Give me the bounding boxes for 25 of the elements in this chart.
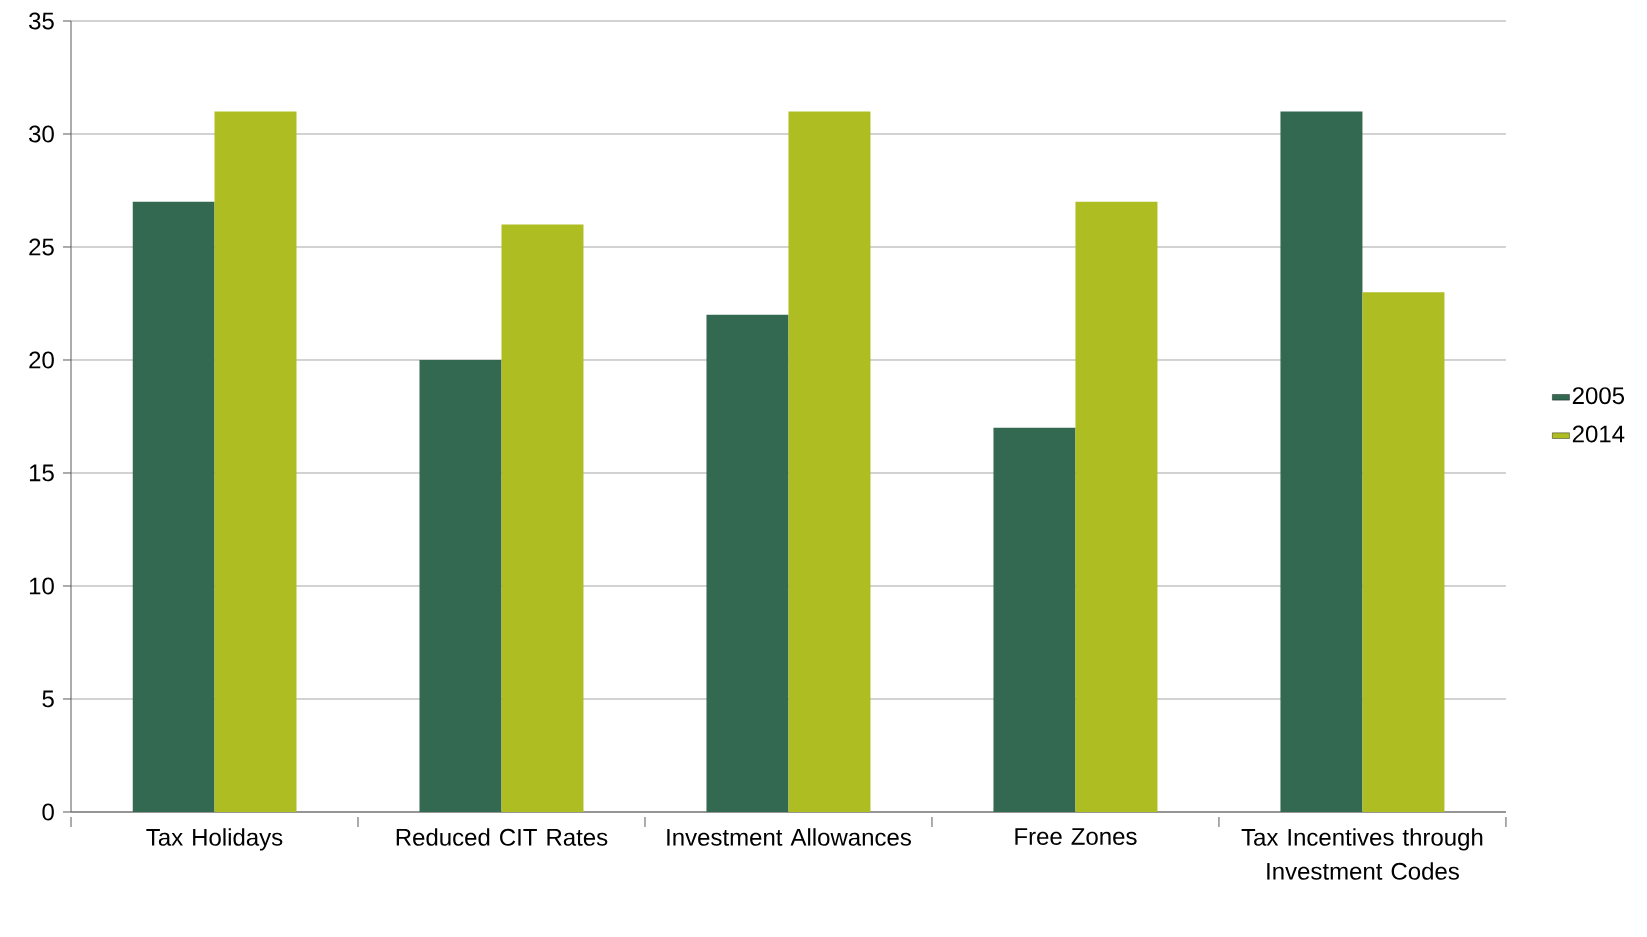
x-tick-label: Tax Holidays [146,828,283,851]
bar [706,314,789,812]
bar [1362,292,1445,812]
bar [1280,111,1363,812]
bar [501,224,584,812]
bar [419,359,502,812]
bar [214,111,297,812]
y-tick-label: 25 [29,238,54,256]
legend-label: 2014 [1572,425,1625,443]
y-tick-label: 5 [42,690,54,708]
y-tick-label: 20 [29,351,54,369]
y-tick-label: 35 [29,12,54,30]
y-tick-label: 0 [42,803,54,821]
bar [1075,201,1158,812]
bar [788,111,871,812]
bar [993,427,1076,812]
x-tick-label: Tax Incentives through Investment Codes [1241,828,1483,880]
x-tick-label: Reduced CIT Rates [396,828,608,846]
x-tick-label: Free Zones [1015,828,1137,845]
bar [132,201,215,812]
y-tick-label: 10 [29,577,54,595]
legend-label: 2005 [1572,387,1625,405]
x-tick-label: Investment Allowances [667,828,911,846]
y-tick-label: 30 [29,125,54,143]
y-tick-label: 15 [29,464,54,482]
